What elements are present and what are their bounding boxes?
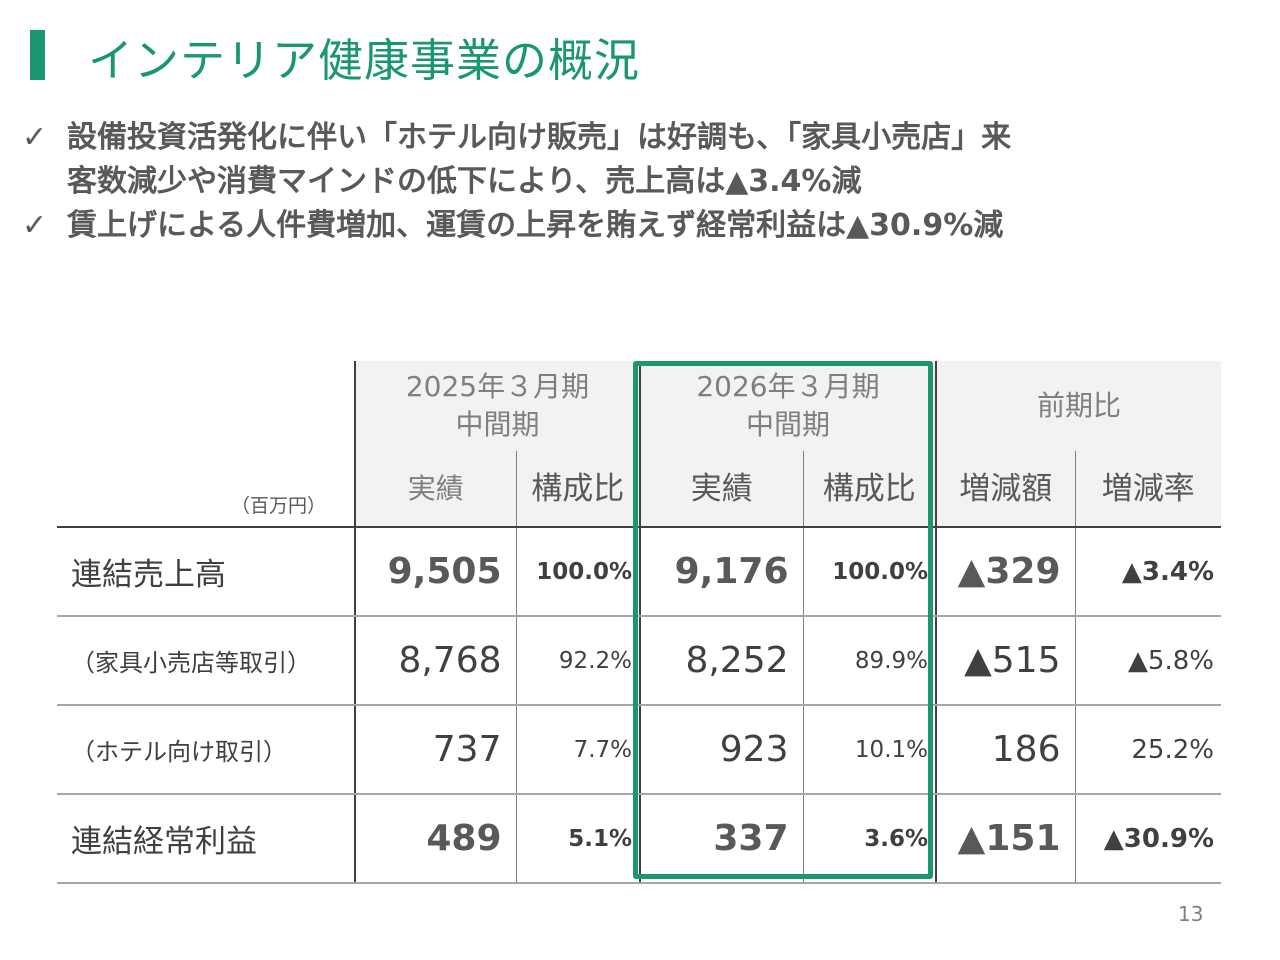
row-label: 連結売上高: [57, 527, 355, 617]
prev-ratio: 7.7%: [515, 705, 640, 795]
curr-ratio: 89.9%: [802, 616, 936, 706]
table-row: （家具小売店等取引） 8,768 92.2% 8,252 89.9% ▲515 …: [57, 616, 1221, 706]
title-accent-bar: [30, 30, 45, 80]
header-blank: [57, 361, 355, 451]
header-comparison: 前期比: [935, 361, 1221, 451]
header-diff: 増減額: [935, 451, 1075, 528]
bullet-item: ✓ 設備投資活発化に伴い「ホテル向け販売」は好調も、「家具小売店」来 客数減少や…: [22, 116, 1262, 204]
table-row: 連結経常利益 489 5.1% 337 3.6% ▲151 ▲30.9%: [57, 794, 1221, 884]
diff-amount: ▲329: [935, 527, 1075, 617]
prev-ratio: 100.0%: [515, 527, 640, 617]
curr-actual: 923: [639, 705, 803, 795]
curr-actual: 8,252: [639, 616, 803, 706]
bullet-text: 設備投資活発化に伴い「ホテル向け販売」は好調も、「家具小売店」来: [67, 120, 1012, 155]
prev-ratio: 92.2%: [515, 616, 640, 706]
header-prev-period: 2025年３月期 中間期: [354, 361, 640, 451]
page-number: 13: [1178, 902, 1204, 926]
bullet-list: ✓ 設備投資活発化に伴い「ホテル向け販売」は好調も、「家具小売店」来 客数減少や…: [22, 116, 1262, 248]
header-prev-actual: 実績: [354, 451, 516, 528]
table-subheader-row: （百万円） 実績 構成比 実績 構成比 増減額 増減率: [57, 451, 1221, 528]
prev-actual: 737: [354, 705, 516, 795]
prev-actual: 9,505: [354, 527, 516, 617]
checkmark-icon: ✓: [22, 120, 48, 155]
diff-amount: 186: [935, 705, 1075, 795]
diff-amount: ▲515: [935, 616, 1075, 706]
curr-actual: 9,176: [639, 527, 803, 617]
header-curr-period: 2026年３月期 中間期: [639, 361, 936, 451]
curr-actual: 337: [639, 794, 803, 884]
financial-table: 2025年３月期 中間期 2026年３月期 中間期 前期比 （百万円） 実績 構…: [57, 361, 1221, 884]
table-row: （ホテル向け取引） 737 7.7% 923 10.1% 186 25.2%: [57, 705, 1221, 795]
diff-amount: ▲151: [935, 794, 1075, 884]
bullet-text: 賃上げによる人件費増加、運賃の上昇を賄えず経常利益は▲30.9%減: [67, 208, 1004, 243]
header-prev-ratio: 構成比: [515, 451, 640, 528]
diff-rate: ▲30.9%: [1074, 794, 1221, 884]
bullet-text: 客数減少や消費マインドの低下により、売上高は▲3.4%減: [67, 164, 862, 199]
diff-rate: ▲3.4%: [1074, 527, 1221, 617]
row-label: 連結経常利益: [57, 794, 355, 884]
curr-ratio: 100.0%: [802, 527, 936, 617]
unit-label: （百万円）: [57, 451, 355, 528]
diff-rate: ▲5.8%: [1074, 616, 1221, 706]
row-label: （ホテル向け取引）: [57, 705, 355, 795]
header-curr-actual: 実績: [639, 451, 803, 528]
bullet-item: ✓ 賃上げによる人件費増加、運賃の上昇を賄えず経常利益は▲30.9%減: [22, 204, 1262, 248]
header-rate: 増減率: [1074, 451, 1221, 528]
header-curr-ratio: 構成比: [802, 451, 936, 528]
checkmark-icon: ✓: [22, 208, 48, 243]
curr-ratio: 3.6%: [802, 794, 936, 884]
prev-actual: 8,768: [354, 616, 516, 706]
prev-ratio: 5.1%: [515, 794, 640, 884]
diff-rate: 25.2%: [1074, 705, 1221, 795]
row-label: （家具小売店等取引）: [57, 616, 355, 706]
curr-ratio: 10.1%: [802, 705, 936, 795]
page-title: インテリア健康事業の概況: [88, 34, 641, 87]
prev-actual: 489: [354, 794, 516, 884]
table-header-row: 2025年３月期 中間期 2026年３月期 中間期 前期比: [57, 361, 1221, 451]
table-row: 連結売上高 9,505 100.0% 9,176 100.0% ▲329 ▲3.…: [57, 527, 1221, 617]
